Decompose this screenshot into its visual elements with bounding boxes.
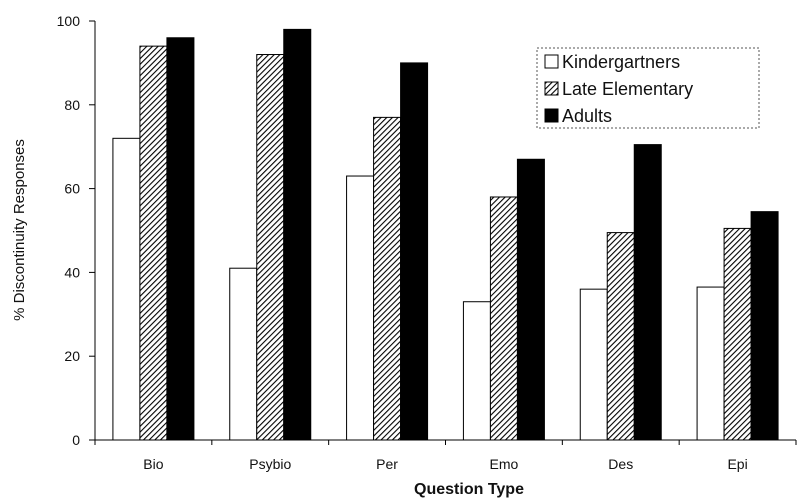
x-axis-title: Question Type [414, 481, 524, 498]
bar-per-kindergartners [346, 175, 375, 441]
x-tick-label-des: Des [608, 456, 633, 472]
bar-bio-kindergartners [112, 137, 141, 441]
bar-psybio-late-elementary [256, 54, 285, 441]
bar-epi-kindergartners [696, 286, 725, 441]
category-labels-group: Bio Psybio Per Emo Des Epi [143, 456, 747, 472]
bar-epi-adults [750, 211, 779, 441]
legend-label-kindergartners: Kindergartners [562, 52, 680, 72]
bar-epi-late-elementary [723, 227, 752, 441]
x-tick-label-emo: Emo [490, 456, 519, 472]
y-axis-title: % Discontinuity Responses [11, 139, 28, 321]
legend-box [536, 47, 760, 129]
legend-swatch-late-elementary [544, 81, 559, 96]
bar-bio-adults [166, 37, 195, 441]
legend-label-late-elementary: Late Elementary [562, 79, 693, 99]
y-ticks-group: 0 20 40 60 80 100 [57, 13, 95, 448]
y-tick-label: 40 [64, 264, 80, 280]
bars-group [112, 28, 779, 441]
x-tick-label-bio: Bio [143, 456, 163, 472]
bar-des-kindergartners [579, 288, 608, 441]
bar-psybio-kindergartners [229, 267, 258, 441]
legend: Kindergartners Late Elementary Adults [536, 47, 760, 129]
legend-swatch-adults [544, 108, 559, 123]
x-tick-label-psybio: Psybio [249, 456, 291, 472]
bar-des-adults [633, 144, 662, 441]
bar-emo-late-elementary [489, 196, 518, 441]
y-tick-label: 80 [64, 97, 80, 113]
x-tick-label-epi: Epi [727, 456, 747, 472]
y-tick-label: 20 [64, 348, 80, 364]
legend-swatch-kindergartners [544, 54, 559, 69]
bar-bio-late-elementary [139, 45, 168, 441]
bar-per-late-elementary [373, 116, 402, 441]
y-tick-label: 60 [64, 181, 80, 197]
bar-per-adults [400, 62, 429, 441]
x-tick-label-per: Per [376, 456, 398, 472]
bar-des-late-elementary [606, 232, 635, 441]
legend-label-adults: Adults [562, 106, 612, 126]
axes-group [94, 21, 797, 445]
bar-emo-kindergartners [462, 301, 491, 441]
y-tick-label: 100 [57, 13, 81, 29]
bar-emo-adults [516, 158, 545, 441]
bar-psybio-adults [283, 28, 312, 441]
y-tick-label: 0 [72, 432, 80, 448]
